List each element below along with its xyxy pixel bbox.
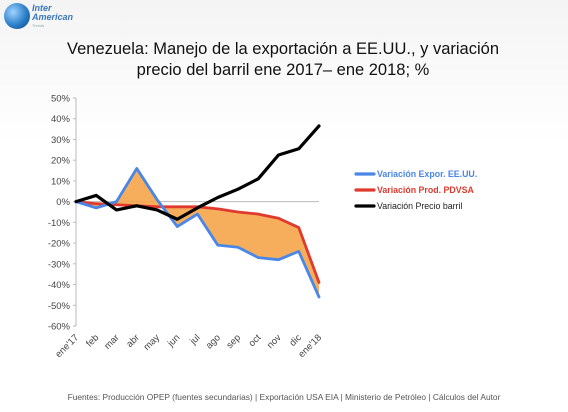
globe-icon [4, 3, 30, 29]
y-tick-label: 40% [51, 114, 71, 125]
legend-label: Variación Prod. PDVSA [377, 185, 474, 195]
footer-sources: Fuentes: Producción OPEP (fuentes secund… [67, 392, 501, 402]
chart: Venezuela: Manejo de la exportación a EE… [48, 40, 499, 361]
y-tick-label: -50% [48, 301, 71, 312]
x-tick-label: ene'18 [296, 332, 324, 360]
chart-title-line2: precio del barril ene 2017– ene 2018; % [137, 61, 430, 79]
y-tick-label: -60% [48, 322, 71, 333]
x-tick-label: jul [187, 332, 202, 347]
x-tick-label: oct [247, 332, 264, 349]
logo: Inter American Trends [4, 3, 94, 31]
y-tick-label: 0% [56, 197, 70, 208]
series-line-2 [74, 124, 321, 221]
legend-label: Variación Expor. EE.UU. [377, 169, 477, 179]
y-tick-label: 20% [51, 156, 71, 167]
legend-label: Variación Precio barril [377, 201, 462, 211]
y-tick-label: -30% [48, 259, 71, 270]
y-tick-label: -20% [48, 239, 71, 250]
x-tick-label: jun [165, 332, 182, 349]
y-tick-label: 30% [51, 135, 71, 146]
x-tick-label: abr [124, 332, 141, 349]
y-tick-label: 10% [51, 176, 71, 187]
x-tick-label: ene'17 [53, 332, 81, 360]
fill-area [76, 168, 319, 297]
legend: Variación Expor. EE.UU. Variación Prod. P… [354, 169, 477, 211]
y-tick-label: -40% [48, 280, 71, 291]
x-tick-label: mar [102, 332, 121, 351]
x-tick-label: ago [204, 332, 223, 351]
x-tick-label: may [142, 332, 163, 353]
chart-title-line1: Venezuela: Manejo de la exportación a EE… [67, 40, 499, 58]
x-tick-label: feb [84, 332, 101, 349]
y-tick-label: 50% [51, 94, 71, 105]
logo-text: Inter American [32, 3, 74, 22]
y-tick-label: -10% [48, 218, 71, 229]
plot-area: 50% 40% 30% 20% 10% 0% -10% -20% -30% -40% -50% -60… [48, 94, 324, 361]
x-tick-label: sep [225, 332, 244, 351]
logo-tagline: Trends [32, 23, 45, 28]
x-tick-label: nov [265, 332, 284, 351]
series-line-0 [74, 167, 321, 299]
